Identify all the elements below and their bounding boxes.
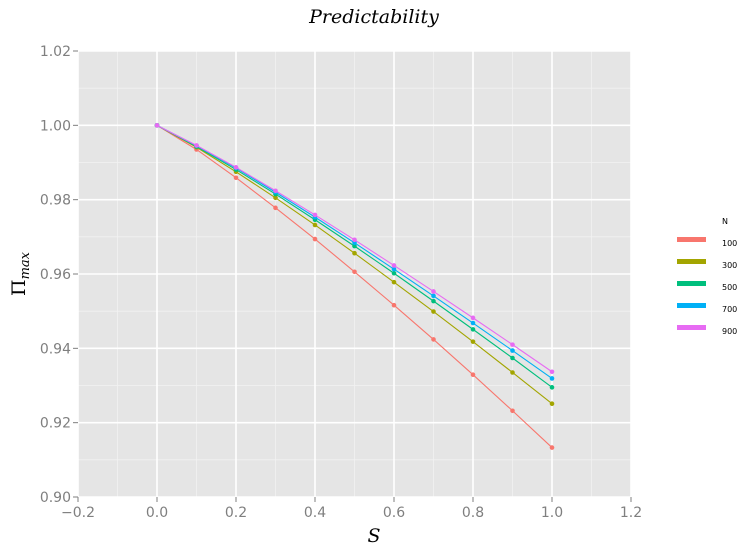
data-point-300 bbox=[431, 309, 436, 314]
data-point-100 bbox=[312, 236, 318, 242]
legend-key-500 bbox=[677, 281, 706, 286]
x-tick-label: 0.2 bbox=[225, 505, 247, 521]
data-point-300 bbox=[470, 339, 476, 344]
data-point-900 bbox=[549, 369, 555, 375]
data-point-300 bbox=[510, 370, 515, 375]
data-point-100 bbox=[391, 302, 397, 308]
x-tick-label: 0.8 bbox=[462, 505, 484, 521]
data-point-700 bbox=[431, 293, 436, 299]
data-point-500 bbox=[431, 298, 436, 304]
x-axis-label: S bbox=[367, 525, 380, 547]
axes: −0.2 0.0 0.2 0.4 0.6 0.8 1.0 1.2 0.90 0.92 0.94 0.9… bbox=[40, 44, 642, 521]
y-axis-label-main: Π bbox=[8, 279, 30, 296]
data-point-900 bbox=[352, 237, 357, 243]
x-tick-label: −0.2 bbox=[61, 505, 95, 521]
data-point-100 bbox=[549, 445, 555, 450]
legend-label-300: 300 bbox=[722, 261, 737, 270]
data-point-100 bbox=[273, 205, 278, 211]
legend-key-700 bbox=[677, 303, 706, 308]
data-point-900 bbox=[510, 342, 515, 347]
data-point-100 bbox=[510, 408, 515, 414]
data-point-100 bbox=[470, 372, 476, 378]
data-point-300 bbox=[312, 222, 318, 228]
data-point-700 bbox=[391, 266, 397, 272]
data-point-500 bbox=[510, 355, 515, 361]
data-point-700 bbox=[510, 348, 515, 353]
y-tick-label: 1.00 bbox=[40, 118, 71, 134]
legend-label-900: 900 bbox=[722, 327, 737, 336]
data-point-300 bbox=[273, 195, 278, 201]
legend-key-300 bbox=[677, 259, 706, 264]
data-point-500 bbox=[391, 270, 397, 276]
data-point-900 bbox=[233, 165, 239, 170]
y-axis-label-sub: max bbox=[18, 251, 33, 279]
data-point-300 bbox=[549, 401, 555, 407]
y-tick-label: 0.90 bbox=[40, 490, 71, 506]
data-point-900 bbox=[273, 188, 278, 194]
data-point-300 bbox=[352, 250, 357, 256]
legend: N 100 300 500 700 900 bbox=[677, 217, 737, 336]
y-tick-label: 0.92 bbox=[40, 416, 71, 432]
y-tick-label: 0.96 bbox=[40, 267, 71, 283]
y-tick-label: 0.94 bbox=[40, 341, 71, 357]
data-point-500 bbox=[470, 327, 476, 332]
svg-text:Πmax: Πmax bbox=[8, 251, 33, 296]
y-tick-label: 0.98 bbox=[40, 193, 71, 209]
data-point-500 bbox=[352, 243, 357, 249]
series-layer bbox=[154, 123, 555, 450]
x-tick-label: 1.0 bbox=[541, 505, 563, 521]
y-tick-label: 1.02 bbox=[40, 44, 71, 60]
legend-label-100: 100 bbox=[722, 239, 737, 248]
y-axis-label: Πmax bbox=[8, 251, 33, 296]
legend-key-100 bbox=[677, 237, 706, 242]
data-point-100 bbox=[352, 269, 357, 275]
legend-label-700: 700 bbox=[722, 305, 737, 314]
data-point-900 bbox=[470, 315, 476, 321]
x-tick-label: 1.2 bbox=[620, 505, 642, 521]
data-point-900 bbox=[431, 289, 436, 294]
chart-title: Predictability bbox=[308, 6, 439, 28]
data-point-100 bbox=[431, 337, 436, 342]
legend-label-500: 500 bbox=[722, 283, 737, 292]
legend-key-900 bbox=[677, 325, 706, 330]
data-point-700 bbox=[549, 376, 555, 381]
data-point-900 bbox=[312, 212, 318, 218]
data-point-300 bbox=[391, 279, 397, 285]
x-tick-label: 0.4 bbox=[304, 505, 326, 521]
x-tick-label: 0.6 bbox=[383, 505, 405, 521]
x-tick-label: 0.0 bbox=[146, 505, 168, 521]
data-point-900 bbox=[154, 123, 160, 128]
data-point-900 bbox=[391, 263, 397, 268]
data-point-100 bbox=[233, 175, 239, 181]
data-point-500 bbox=[549, 385, 555, 390]
data-point-700 bbox=[470, 320, 476, 326]
legend-title: N bbox=[722, 217, 728, 226]
data-point-900 bbox=[194, 143, 199, 148]
